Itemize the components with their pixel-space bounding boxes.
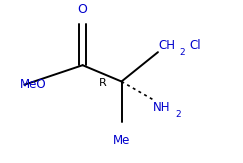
Text: CH: CH [158, 39, 175, 52]
Text: O: O [78, 3, 87, 16]
Text: MeO: MeO [19, 78, 46, 91]
Text: R: R [99, 78, 107, 88]
Text: Me: Me [113, 134, 130, 147]
Text: Cl: Cl [190, 39, 201, 52]
Text: 2: 2 [175, 110, 181, 119]
Text: NH: NH [153, 101, 171, 114]
Text: 2: 2 [180, 48, 185, 57]
